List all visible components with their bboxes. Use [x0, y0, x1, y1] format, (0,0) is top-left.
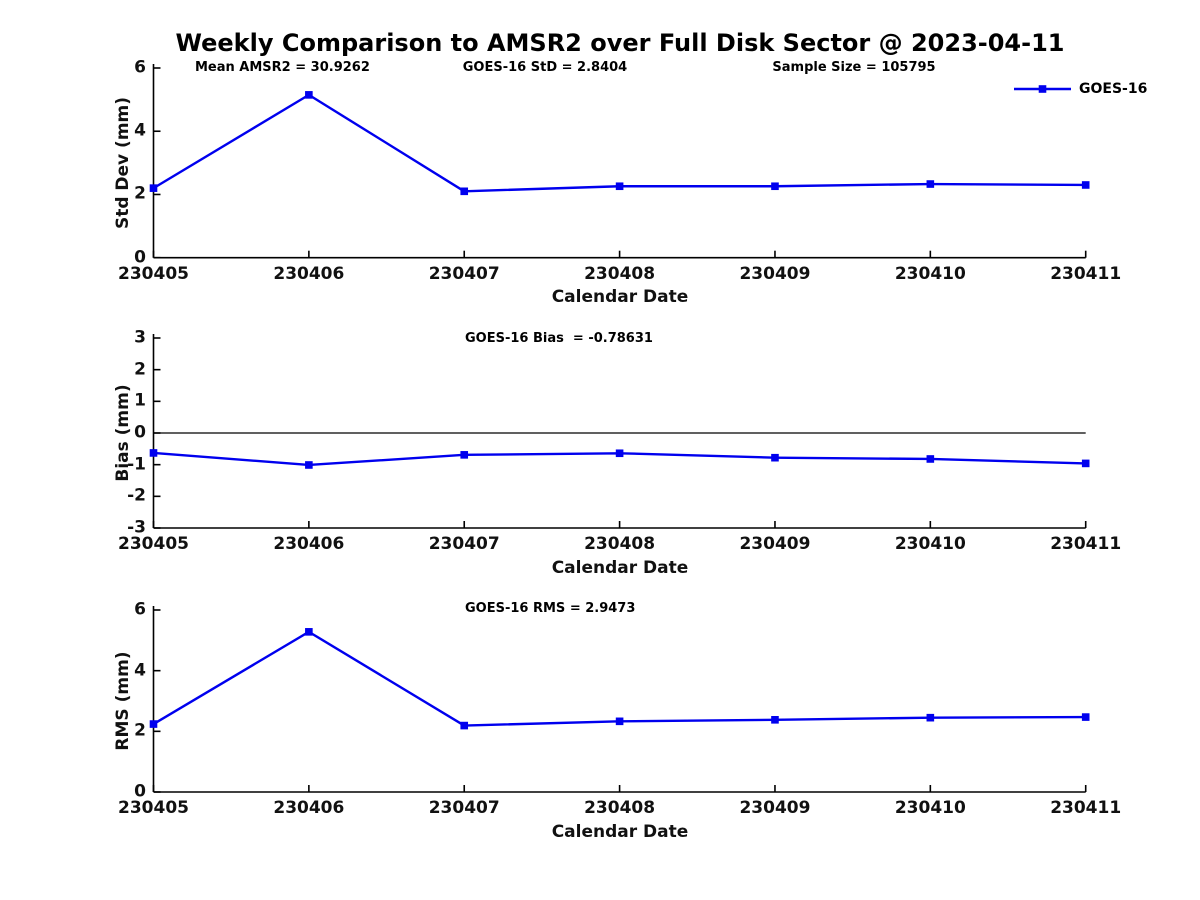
- data-marker: [305, 628, 313, 636]
- data-marker: [149, 184, 158, 192]
- x-tick-label: 230407: [428, 798, 500, 818]
- subplot-1: [149, 334, 1090, 529]
- stat-mean-amsr2: Mean AMSR2 = 30.9262: [195, 60, 370, 75]
- x-tick-label: 230411: [1050, 798, 1122, 818]
- y-axis-label-rms: RMS (mm): [113, 651, 133, 751]
- x-tick-label: 230407: [428, 263, 500, 284]
- data-marker: [460, 451, 469, 459]
- y-tick-label: 0: [134, 247, 146, 268]
- data-marker: [1081, 713, 1090, 721]
- stat-goes16-std: GOES-16 StD = 2.8404: [462, 60, 628, 75]
- data-marker: [615, 182, 624, 191]
- x-tick-label: 230405: [118, 534, 189, 554]
- x-tick-label: 230407: [428, 534, 500, 554]
- x-tick-label: 230405: [118, 263, 189, 284]
- data-marker: [1081, 459, 1090, 468]
- chart-title: Weekly Comparison to AMSR2 over Full Dis…: [175, 29, 1065, 57]
- subplot-0: [149, 64, 1090, 259]
- y-tick-label: 4: [134, 660, 146, 681]
- y-tick-label: 1: [134, 390, 146, 411]
- data-marker: [926, 180, 935, 188]
- legend: [1014, 85, 1071, 93]
- x-tick-label: 230410: [894, 798, 966, 818]
- x-tick-label: 230410: [894, 263, 966, 284]
- x-tick-label: 230405: [118, 798, 189, 818]
- stat-goes16-rms: GOES-16 RMS = 2.9473: [465, 601, 636, 616]
- x-tick-label: 230410: [894, 534, 966, 554]
- data-marker: [926, 455, 935, 463]
- x-axis-label-bottom: Calendar Date: [551, 822, 689, 842]
- y-axis-label-stddev: Std Dev (mm): [113, 96, 133, 230]
- x-tick-label: 230411: [1050, 534, 1122, 554]
- x-tick-label: 230411: [1050, 263, 1122, 284]
- y-tick-label: 3: [134, 327, 146, 348]
- data-marker: [1081, 181, 1090, 189]
- x-axis-label-middle: Calendar Date: [551, 558, 689, 578]
- x-tick-label: 230408: [584, 263, 656, 284]
- y-tick-label: -2: [127, 485, 146, 506]
- data-marker: [926, 713, 935, 722]
- stat-sample-size: Sample Size = 105795: [772, 60, 936, 75]
- stat-goes16-bias: GOES-16 Bias = -0.78631: [465, 331, 653, 346]
- y-axis-label-bias: Bias (mm): [113, 384, 133, 482]
- y-tick-label: 2: [134, 720, 146, 741]
- data-marker: [460, 721, 469, 730]
- legend-entry-goes16: GOES-16: [1079, 81, 1148, 97]
- y-tick-label: -3: [127, 517, 146, 538]
- y-tick-label: -1: [127, 454, 146, 475]
- data-marker: [615, 717, 624, 726]
- legend-sample-marker: [1038, 85, 1047, 93]
- data-marker: [771, 453, 779, 462]
- y-tick-label: 4: [134, 120, 146, 141]
- data-marker: [615, 449, 624, 458]
- data-marker: [305, 461, 313, 469]
- data-line-goes16: [152, 630, 1086, 727]
- y-tick-label: 0: [134, 422, 146, 443]
- data-marker: [771, 182, 779, 191]
- x-tick-label: 230406: [273, 263, 345, 284]
- data-marker: [460, 187, 469, 196]
- y-tick-label: 2: [134, 359, 146, 380]
- y-tick-label: 6: [134, 599, 146, 620]
- x-tick-label: 230409: [739, 263, 811, 284]
- x-tick-label: 230409: [739, 798, 811, 818]
- x-tick-label: 230408: [584, 534, 656, 554]
- x-tick-label: 230409: [739, 534, 811, 554]
- x-tick-label: 230406: [273, 534, 345, 554]
- y-tick-label: 0: [134, 781, 146, 802]
- data-marker: [149, 449, 158, 457]
- data-marker: [149, 720, 158, 728]
- x-tick-label: 230406: [273, 798, 345, 818]
- y-tick-label: 6: [134, 57, 146, 78]
- data-line-goes16: [152, 93, 1086, 193]
- x-axis-label-top: Calendar Date: [551, 287, 689, 307]
- y-tick-label: 2: [134, 184, 146, 205]
- subplot-2: [149, 606, 1090, 793]
- data-marker: [305, 91, 313, 99]
- data-marker: [771, 716, 779, 724]
- x-tick-label: 230408: [584, 798, 656, 818]
